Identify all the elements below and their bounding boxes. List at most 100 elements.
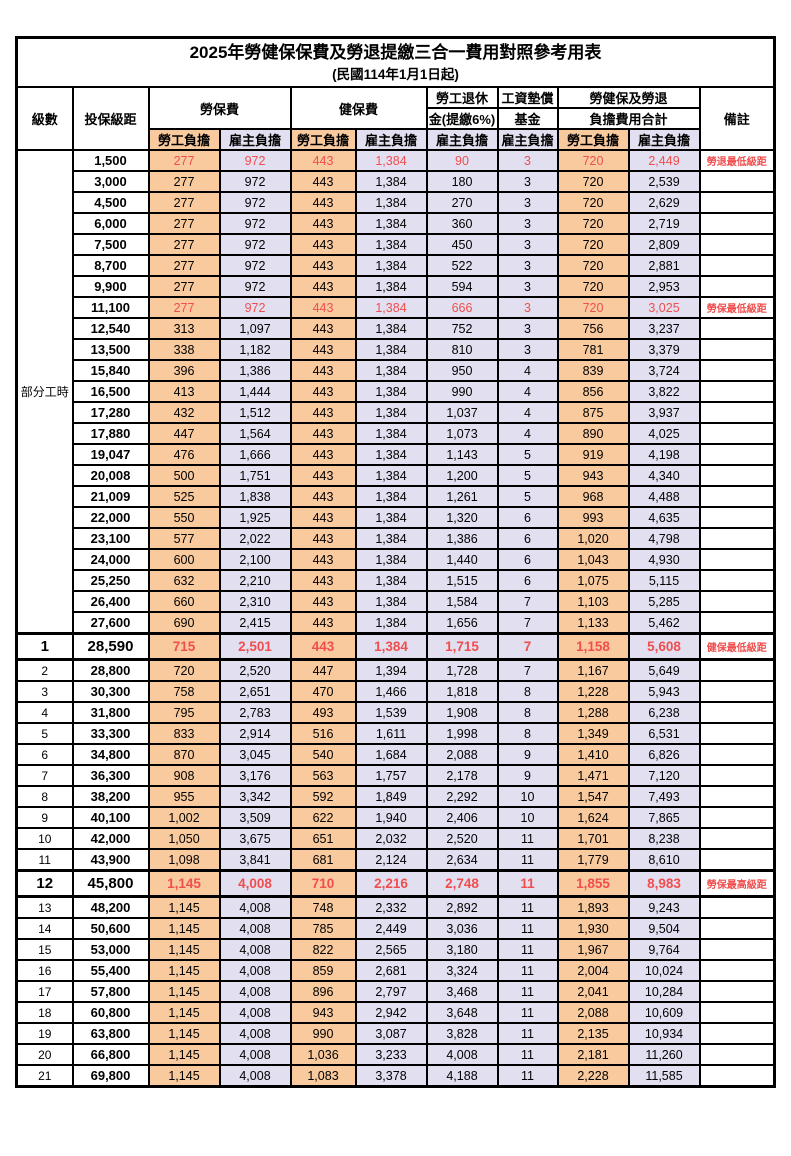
total-employer-cell: 9,504 <box>627 917 701 940</box>
labor-employer-cell: 4,008 <box>218 980 292 1003</box>
total-employee-cell: 781 <box>556 338 630 361</box>
total-employer-cell: 4,198 <box>627 443 701 466</box>
table-row: 14 50,600 1,145 4,008 785 2,449 3,036 11 1,930 9,… <box>15 917 776 940</box>
labor-employer-cell: 3,176 <box>218 764 292 787</box>
wage-fund-employer-cell: 4 <box>496 401 559 424</box>
total-employee-cell: 720 <box>556 296 630 319</box>
labor-employee-cell: 277 <box>147 275 221 298</box>
wage-fund-employer-cell: 3 <box>496 296 559 319</box>
labor-employer-cell: 4,008 <box>218 959 292 982</box>
total-employer-cell: 10,024 <box>627 959 701 982</box>
total-employer-cell: 3,937 <box>627 401 701 424</box>
labor-employee-cell: 1,050 <box>147 827 221 850</box>
table-row: 6,000 277 972 443 1,384 360 3 720 2,719 <box>17 212 776 235</box>
note-cell <box>698 701 776 724</box>
pension-employer-cell: 2,892 <box>425 895 499 919</box>
salary-cell: 38,200 <box>71 785 150 808</box>
wage-fund-employer-cell: 8 <box>496 722 559 745</box>
labor-employee-cell: 277 <box>147 233 221 256</box>
salary-cell: 25,250 <box>71 569 150 592</box>
pension-employer-cell: 1,998 <box>425 722 499 745</box>
labor-employee-cell: 1,098 <box>147 848 221 872</box>
note-cell <box>698 506 776 529</box>
pension-employer-cell: 270 <box>425 191 499 214</box>
note-cell <box>698 743 776 766</box>
total-employee-cell: 720 <box>556 191 630 214</box>
labor-employee-cell: 277 <box>147 296 221 319</box>
labor-employer-cell: 1,564 <box>218 422 292 445</box>
wage-fund-employer-cell: 10 <box>496 785 559 808</box>
health-employee-cell: 443 <box>289 485 357 508</box>
salary-cell: 63,800 <box>71 1022 150 1045</box>
total-employee-cell: 856 <box>556 380 630 403</box>
total-employee-cell: 720 <box>556 149 630 172</box>
table-row: 19 63,800 1,145 4,008 990 3,087 3,828 11 2,135 10… <box>15 1022 776 1045</box>
total-employee-cell: 1,547 <box>556 785 630 808</box>
table-row: 13 48,200 1,145 4,008 748 2,332 2,892 11 1,893 9,… <box>15 895 776 919</box>
total-employee-cell: 720 <box>556 275 630 298</box>
wage-fund-employer-cell: 11 <box>496 938 559 961</box>
total-employee-cell: 1,167 <box>556 658 630 682</box>
salary-cell: 20,008 <box>71 464 150 487</box>
labor-employee-cell: 1,145 <box>147 1043 221 1066</box>
health-employee-cell: 540 <box>289 743 357 766</box>
health-employer-cell: 1,384 <box>354 149 428 172</box>
labor-employee-cell: 1,145 <box>147 869 221 898</box>
wage-fund-employer-cell: 11 <box>496 959 559 982</box>
labor-employer-cell: 1,386 <box>218 359 292 382</box>
total-employee-cell: 1,043 <box>556 548 630 571</box>
health-employer-cell: 1,384 <box>354 254 428 277</box>
wage-fund-employer-cell: 5 <box>496 485 559 508</box>
pension-employer-cell: 2,178 <box>425 764 499 787</box>
table-row: 5 33,300 833 2,914 516 1,611 1,998 8 1,349 6,531 <box>15 722 776 745</box>
health-employer-cell: 1,384 <box>354 380 428 403</box>
health-employer-cell: 1,384 <box>354 296 428 319</box>
total-employer-cell: 6,826 <box>627 743 701 766</box>
note-cell <box>698 785 776 808</box>
total-employee-cell: 1,133 <box>556 611 630 635</box>
labor-employer-cell: 3,509 <box>218 806 292 829</box>
total-employer-cell: 6,531 <box>627 722 701 745</box>
note-cell <box>698 827 776 850</box>
labor-employee-cell: 1,145 <box>147 938 221 961</box>
labor-employer-cell: 2,415 <box>218 611 292 635</box>
labor-employee-cell: 577 <box>147 527 221 550</box>
note-cell: 勞保最低級距 <box>698 296 776 319</box>
wage-fund-employer-cell: 11 <box>496 980 559 1003</box>
health-employee-cell: 443 <box>289 317 357 340</box>
salary-cell: 3,000 <box>71 170 150 193</box>
pension-employer-cell: 1,261 <box>425 485 499 508</box>
health-employer-cell: 1,384 <box>354 527 428 550</box>
wage-fund-employer-cell: 11 <box>496 895 559 919</box>
salary-cell: 8,700 <box>71 254 150 277</box>
header-wage-fund-employer: 雇主負擔 <box>496 128 559 151</box>
pension-employer-cell: 666 <box>425 296 499 319</box>
total-employee-cell: 1,020 <box>556 527 630 550</box>
pension-employer-cell: 3,180 <box>425 938 499 961</box>
labor-employee-cell: 277 <box>147 254 221 277</box>
wage-fund-employer-cell: 8 <box>496 701 559 724</box>
pension-employer-cell: 1,728 <box>425 658 499 682</box>
total-employer-cell: 4,340 <box>627 464 701 487</box>
pension-employer-cell: 2,292 <box>425 785 499 808</box>
note-cell <box>698 338 776 361</box>
note-cell <box>698 275 776 298</box>
labor-employee-cell: 600 <box>147 548 221 571</box>
pension-employer-cell: 1,656 <box>425 611 499 635</box>
health-employee-cell: 443 <box>289 569 357 592</box>
health-employer-cell: 1,611 <box>354 722 428 745</box>
table-row: 12 45,800 1,145 4,008 710 2,216 2,748 11 1,855 8,… <box>15 869 776 898</box>
health-employer-cell: 1,384 <box>354 359 428 382</box>
health-employer-cell: 2,942 <box>354 1001 428 1024</box>
labor-employee-cell: 1,145 <box>147 895 221 919</box>
total-employee-cell: 2,181 <box>556 1043 630 1066</box>
total-employee-cell: 1,930 <box>556 917 630 940</box>
note-cell <box>698 527 776 550</box>
level-cell: 18 <box>15 1001 74 1024</box>
wage-fund-employer-cell: 3 <box>496 338 559 361</box>
health-employee-cell: 443 <box>289 527 357 550</box>
labor-employer-cell: 4,008 <box>218 1064 292 1088</box>
salary-cell: 69,800 <box>71 1064 150 1088</box>
health-employer-cell: 3,378 <box>354 1064 428 1088</box>
salary-cell: 17,880 <box>71 422 150 445</box>
